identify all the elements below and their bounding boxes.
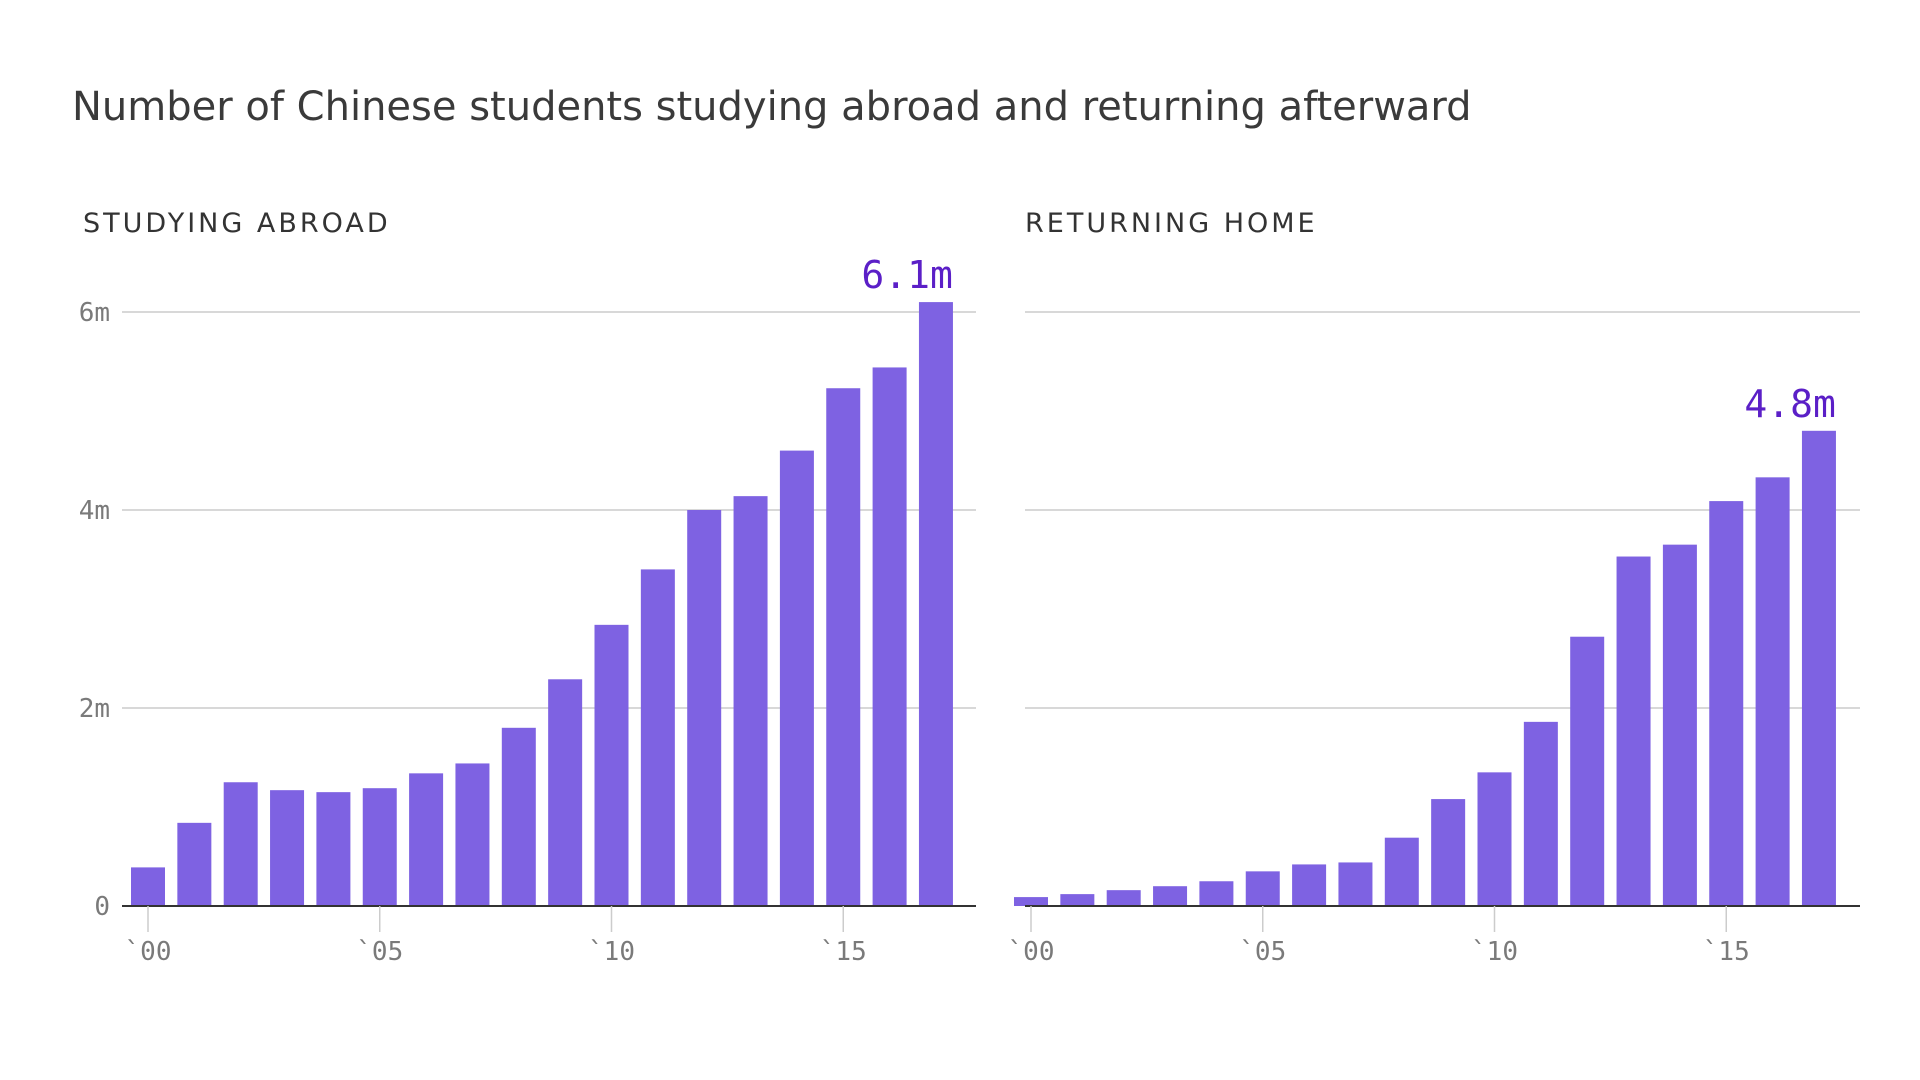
studying-abroad-bar-2004 xyxy=(316,792,351,906)
y-tick-label: 2m xyxy=(79,694,110,724)
returning-home-bar-2006 xyxy=(1292,864,1327,906)
returning-home-bar-2010 xyxy=(1477,772,1512,906)
returning-home-bar-2017 xyxy=(1801,430,1836,906)
studying-abroad-bar-2002 xyxy=(223,782,258,906)
returning-home-bar-2004 xyxy=(1199,881,1234,906)
x-tick-label: `15 xyxy=(820,937,867,967)
returning-home-bar-2002 xyxy=(1106,890,1141,906)
studying-abroad-bar-2001 xyxy=(177,822,212,906)
returning-home-bar-2012 xyxy=(1570,636,1605,906)
studying-abroad-bar-2008 xyxy=(501,727,536,906)
x-tick-label: `05 xyxy=(356,937,403,967)
studying-abroad-bar-2015 xyxy=(826,388,861,907)
returning-home-bar-2015 xyxy=(1709,501,1744,906)
studying-abroad-bar-2014 xyxy=(779,450,814,906)
x-tick-label: `05 xyxy=(1239,937,1286,967)
studying-abroad-bar-2016 xyxy=(872,367,907,906)
studying-abroad-bar-2011 xyxy=(640,569,675,906)
studying-abroad-bar-2007 xyxy=(455,763,490,906)
returning-home-bar-2016 xyxy=(1755,477,1790,906)
x-tick-label: `15 xyxy=(1703,937,1750,967)
x-tick-label: `00 xyxy=(1008,937,1055,967)
studying-abroad-bar-2012 xyxy=(687,510,722,906)
studying-abroad-bar-2010 xyxy=(594,624,629,906)
returning-home-bar-2003 xyxy=(1153,886,1188,906)
studying-abroad-chart: 0 2m 4m 6m `00 `05 `10 `15 6.1m xyxy=(79,253,976,967)
returning-home-bar-2014 xyxy=(1662,544,1697,906)
returning-home-bar-2005 xyxy=(1245,871,1280,906)
studying-abroad-bar-2003 xyxy=(270,790,305,906)
y-tick-label: 6m xyxy=(79,298,110,328)
returning-home-bar-2011 xyxy=(1523,721,1558,906)
panel-title-returning-home: RETURNING HOME xyxy=(1025,208,1318,239)
y-tick-label: 0 xyxy=(94,892,110,922)
studying-abroad-value-label: 6.1m xyxy=(861,253,953,297)
returning-home-bar-2000 xyxy=(1014,897,1048,906)
studying-abroad-bar-2006 xyxy=(409,773,444,906)
returning-home-bar-2013 xyxy=(1616,556,1651,906)
x-tick-label: `00 xyxy=(125,937,172,967)
returning-home-chart: `00 `05 `10 `15 4.8m xyxy=(1008,311,1860,967)
y-tick-label: 4m xyxy=(79,496,110,526)
studying-abroad-bar-2013 xyxy=(733,496,768,906)
returning-home-bar-2008 xyxy=(1384,837,1419,906)
chart-title: Number of Chinese students studying abro… xyxy=(72,84,1472,130)
returning-home-bar-2009 xyxy=(1431,799,1466,906)
panel-title-studying-abroad: STUDYING ABROAD xyxy=(83,208,391,239)
studying-abroad-bar-2000 xyxy=(131,867,165,906)
returning-home-value-label: 4.8m xyxy=(1744,382,1836,426)
x-tick-label: `10 xyxy=(588,937,635,967)
studying-abroad-bar-2009 xyxy=(548,679,583,906)
x-tick-label: `10 xyxy=(1471,937,1518,967)
studying-abroad-bar-2005 xyxy=(362,788,397,906)
returning-home-bar-2001 xyxy=(1060,894,1095,906)
studying-abroad-bar-2017 xyxy=(918,302,953,907)
returning-home-bar-2007 xyxy=(1338,862,1373,906)
